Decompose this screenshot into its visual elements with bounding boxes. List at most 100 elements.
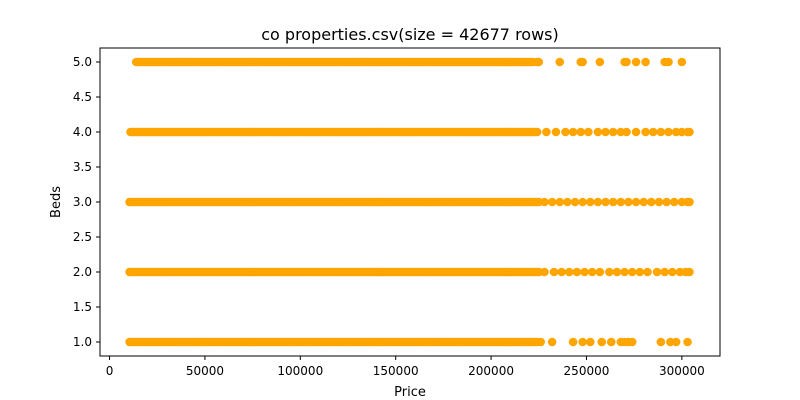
data-point	[652, 267, 662, 277]
data-point	[631, 197, 641, 207]
data-point	[654, 197, 664, 207]
data-point	[627, 267, 637, 277]
series-beds-4	[126, 127, 694, 137]
x-axis: 0 50000 100000 150000 200000 250000 300000	[106, 356, 705, 378]
y-tick-label: 1.5	[73, 300, 92, 314]
x-tick-label: 300000	[659, 364, 705, 378]
y-tick-label: 2.0	[73, 265, 92, 279]
y-tick-label: 3.0	[73, 195, 92, 209]
x-axis-label: Price	[394, 385, 426, 400]
data-point	[631, 57, 641, 67]
data-point	[627, 337, 637, 347]
data-point	[648, 127, 658, 137]
data-point	[570, 197, 580, 207]
data-point	[532, 127, 542, 137]
data-point	[664, 57, 673, 67]
data-point	[660, 267, 669, 277]
x-tick-label: 150000	[373, 364, 419, 378]
data-point	[584, 127, 593, 137]
data-point	[656, 337, 666, 347]
data-point	[585, 337, 595, 347]
data-point	[616, 197, 626, 207]
data-point	[547, 337, 557, 347]
series-beds-1	[125, 337, 692, 347]
data-point	[549, 267, 559, 277]
series-beds-3	[125, 197, 694, 207]
data-point	[578, 197, 587, 207]
data-point	[612, 267, 622, 277]
data-point	[669, 197, 679, 207]
data-point	[656, 127, 666, 137]
data-point	[561, 127, 570, 137]
data-point	[125, 337, 134, 347]
data-point	[555, 197, 565, 207]
data-point	[677, 57, 687, 67]
data-point	[593, 127, 603, 137]
data-point	[580, 267, 589, 277]
data-point	[624, 197, 633, 207]
data-point	[631, 127, 641, 137]
data-point	[578, 337, 587, 347]
data-point	[540, 267, 549, 277]
data-point	[662, 197, 671, 207]
data-point	[576, 127, 586, 137]
y-tick-label: 5.0	[73, 55, 92, 69]
data-point	[685, 127, 694, 137]
data-point	[564, 267, 574, 277]
data-point	[597, 337, 607, 347]
series-beds-2	[125, 267, 694, 277]
x-tick-label: 100000	[277, 364, 323, 378]
data-point	[547, 197, 557, 207]
data-point	[639, 197, 648, 207]
data-point	[568, 127, 578, 137]
points-layer	[125, 57, 694, 347]
x-tick-label: 50000	[186, 364, 224, 378]
y-tick-label: 3.5	[73, 160, 92, 174]
data-point	[622, 127, 631, 137]
data-point	[608, 127, 618, 137]
data-point	[585, 197, 595, 207]
data-point	[620, 267, 629, 277]
data-point	[641, 127, 650, 137]
data-point	[683, 337, 692, 347]
data-point	[568, 337, 578, 347]
y-tick-label: 4.0	[73, 125, 92, 139]
data-point	[595, 267, 605, 277]
data-point	[572, 267, 582, 277]
data-point	[555, 57, 565, 67]
y-axis-label: Beds	[49, 186, 64, 218]
chart-title: co properties.csv(size = 42677 rows)	[261, 25, 559, 44]
data-point	[551, 127, 561, 137]
y-tick-label: 1.0	[73, 335, 92, 349]
y-tick-label: 2.5	[73, 230, 92, 244]
data-point	[593, 197, 603, 207]
data-point	[601, 127, 610, 137]
data-point	[643, 267, 652, 277]
data-point	[647, 197, 656, 207]
data-point	[685, 197, 694, 207]
data-point	[685, 267, 694, 277]
data-point	[534, 57, 544, 67]
data-point	[557, 267, 566, 277]
data-point	[608, 197, 618, 207]
data-point	[664, 127, 673, 137]
data-point	[536, 337, 545, 347]
data-point	[595, 57, 605, 67]
data-point	[671, 337, 681, 347]
data-point	[601, 197, 610, 207]
data-point	[578, 57, 587, 67]
data-point	[668, 267, 677, 277]
data-point	[587, 267, 597, 277]
x-tick-label: 0	[106, 364, 114, 378]
x-tick-label: 250000	[564, 364, 610, 378]
data-point	[622, 57, 631, 67]
data-point	[635, 267, 645, 277]
y-tick-label: 4.5	[73, 90, 92, 104]
data-point	[641, 57, 650, 67]
data-point	[606, 337, 616, 347]
data-point	[563, 197, 572, 207]
data-point	[540, 197, 549, 207]
data-point	[542, 127, 551, 137]
y-axis: 1.0 1.5 2.0 2.5 3.0 3.5 4.0 4.5 5.0	[73, 55, 100, 349]
